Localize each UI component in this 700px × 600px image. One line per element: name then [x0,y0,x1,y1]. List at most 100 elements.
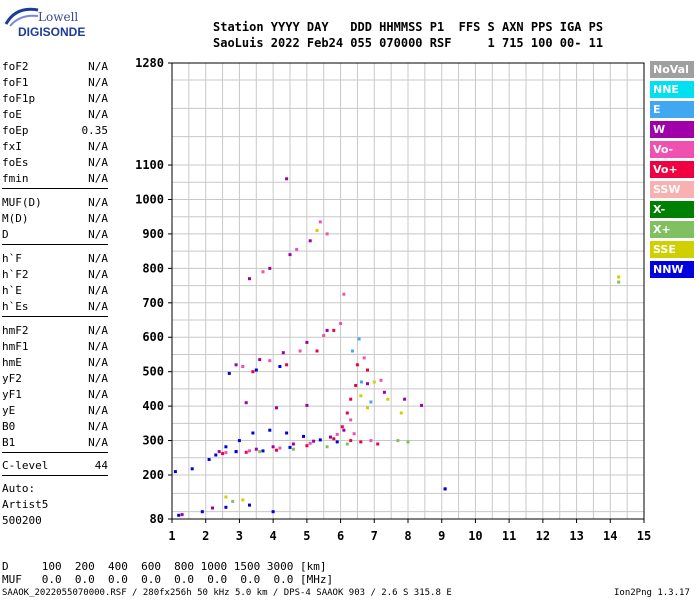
param-value: N/A [88,300,108,313]
data-point [241,365,245,368]
data-point [291,447,295,451]
data-point [224,445,228,449]
param-label: hmF2 [2,324,29,337]
data-point [288,253,292,257]
param-row: B0 N/A [2,420,108,436]
data-point [227,371,231,375]
param-value: N/A [88,420,108,433]
param-row: foE N/A [2,108,108,124]
data-point [254,447,258,451]
data-point [386,397,390,401]
param-value: N/A [88,108,108,121]
y-tick-label: 400 [142,399,164,413]
param-label: h`Es [2,300,29,313]
data-point [312,439,316,443]
data-point [224,505,228,509]
data-point [302,434,305,438]
muf-row: MUF 0.0 0.0 0.0 0.0 0.0 0.0 0.0 0.0 [MHz… [2,573,334,586]
param-value: N/A [88,156,108,169]
y-tick-label: 600 [142,330,164,344]
param-value: N/A [88,372,108,385]
param-label: foEs [2,156,29,169]
param-label: yF2 [2,372,22,385]
y-tick-label: 300 [142,434,164,448]
data-point [234,363,238,367]
data-point [322,334,326,337]
data-point [366,368,369,372]
param-label: B1 [2,436,16,449]
data-point [248,449,251,453]
data-point [443,487,447,491]
data-point [325,232,329,236]
legend-item: NNW [650,261,694,278]
param-label: foF1p [2,92,36,105]
x-tick-label: 10 [468,529,482,543]
data-point [372,380,376,384]
data-point [217,450,221,454]
x-tick-label: 2 [202,529,209,543]
data-point [355,363,359,367]
x-tick-label: 4 [270,529,277,543]
data-point [285,363,289,367]
param-row: yF1 N/A [2,388,108,404]
logo-digisonde-text: DIGISONDE [18,25,86,39]
y-tick-label: 200 [142,468,164,482]
data-point [248,503,251,507]
data-point [315,229,319,232]
x-tick-label: 1 [168,529,175,543]
y-tick-label: 1280 [135,56,164,70]
param-label: foF1 [2,76,29,89]
x-tick-label: 12 [536,529,550,543]
data-point [288,445,292,449]
param-label: B0 [2,420,16,433]
param-row: B1 N/A [2,436,108,452]
param-label: yE [2,404,16,417]
data-point [180,513,184,517]
logo-lowell-text: Lowell [38,10,79,24]
param-value: N/A [88,172,108,185]
data-point [305,403,309,407]
legend-item: X+ [650,221,694,238]
data-point [359,394,363,398]
x-tick-label: 8 [404,529,411,543]
param-label: h`F2 [2,268,29,281]
data-point [406,440,410,444]
param-value: N/A [88,284,108,297]
data-point [366,382,369,386]
data-point [376,442,380,446]
legend-item: X- [650,201,694,218]
legend-item: Vo+ [650,161,694,178]
param-row: yE N/A [2,404,108,420]
data-point [332,437,336,441]
x-tick-label: 7 [371,529,378,543]
param-label: fmin [2,172,29,185]
param-value: N/A [88,76,108,89]
data-point [224,495,228,499]
data-point [308,441,312,445]
data-point [369,400,373,404]
param-label: D [2,228,9,241]
data-point [278,365,282,368]
data-point [345,442,349,446]
data-point [399,411,403,415]
data-point [254,368,258,372]
y-tick-label: 80 [150,512,164,526]
param-value: N/A [88,388,108,401]
param-label: C-level [2,459,49,472]
y-tick-label: 1000 [135,192,164,206]
param-label: hmF1 [2,340,29,353]
param-value: 44 [94,459,108,472]
data-point [241,498,245,502]
data-point [360,380,363,384]
param-label: foF2 [2,60,29,73]
data-point [211,506,214,510]
data-point [251,431,255,435]
data-point [173,470,177,474]
data-point [261,449,265,453]
data-point [291,442,295,446]
x-tick-label: 5 [303,529,310,543]
legend-item: NNE [650,81,694,98]
param-row: hmF2 N/A [2,324,108,340]
param-label: foE [2,108,22,121]
param-divider [2,452,108,453]
